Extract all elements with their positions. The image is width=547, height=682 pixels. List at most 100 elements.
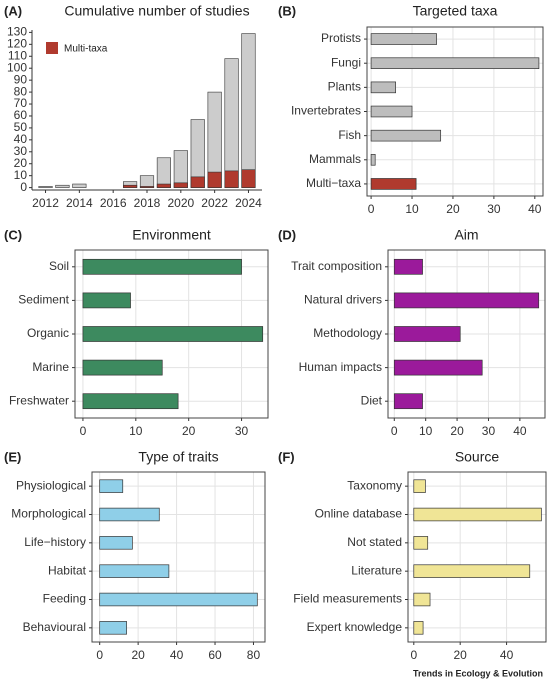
bar (139, 186, 155, 188)
y-tick-label: Marine (32, 360, 69, 374)
y-tick-label: 110 (8, 48, 27, 62)
bar (173, 150, 188, 188)
bar (370, 33, 437, 45)
bar (413, 564, 531, 578)
legend-swatch (46, 42, 58, 54)
bar (99, 564, 170, 578)
bar (224, 170, 239, 188)
y-tick-label: Human impacts (299, 360, 382, 374)
x-tick-label: 2024 (235, 196, 262, 210)
y-tick-label: Methodology (313, 326, 382, 340)
bar (38, 186, 53, 188)
y-tick-label: Field measurements (293, 592, 402, 606)
chart-title: Source (455, 449, 500, 465)
y-tick-label: Fish (338, 128, 361, 142)
bar (82, 393, 179, 410)
y-tick-label: 50 (14, 120, 28, 134)
bar (370, 178, 417, 190)
x-tick-label: 40 (528, 202, 542, 216)
x-tick-label: 30 (487, 202, 501, 216)
y-tick-label: Natural drivers (304, 293, 382, 307)
y-tick-label: 60 (14, 108, 28, 122)
y-tick-label: 0 (20, 180, 27, 194)
y-tick-label: Not stated (347, 535, 402, 549)
footer: Trends in Ecology & Evolution (413, 668, 543, 678)
y-tick-label: Expert knowledge (307, 620, 403, 634)
x-tick-label: 20 (450, 424, 464, 438)
bar (99, 507, 160, 522)
bar (413, 536, 429, 550)
y-tick-label: Trait composition (291, 259, 382, 273)
bar (393, 359, 483, 376)
bar (99, 621, 127, 635)
x-tick-label: 2012 (32, 196, 59, 210)
y-tick-label: Morphological (11, 507, 86, 521)
bar (123, 184, 138, 188)
bar (156, 157, 171, 188)
chart-title: Targeted taxa (413, 3, 498, 19)
panel-letter: (C) (4, 227, 22, 242)
y-tick-label: 70 (14, 96, 28, 110)
x-tick-label: 20 (446, 202, 460, 216)
y-tick-label: Organic (27, 326, 69, 340)
bar (393, 326, 461, 342)
bar (241, 169, 256, 188)
bar (413, 621, 424, 635)
plot-border (387, 249, 546, 419)
y-tick-label: Multi−taxa (306, 176, 361, 190)
bar (156, 183, 171, 188)
y-tick-label: Fungi (331, 55, 361, 69)
bar (72, 183, 87, 188)
x-tick-label: 2020 (167, 196, 194, 210)
y-tick-label: 120 (7, 37, 27, 51)
x-tick-label: 30 (235, 424, 249, 438)
bar (393, 258, 423, 275)
x-tick-label: 80 (247, 648, 261, 662)
x-tick-label: 10 (405, 202, 419, 216)
plot-border (74, 249, 269, 419)
y-tick-label: 90 (14, 72, 28, 86)
y-tick-label: Behavioural (23, 620, 86, 634)
chart-title: Cumulative number of studies (64, 3, 249, 19)
x-tick-label: 0 (96, 648, 103, 662)
plot-border (366, 26, 544, 197)
bar (99, 592, 258, 607)
x-tick-label: 0 (368, 202, 375, 216)
x-tick-label: 0 (80, 424, 87, 438)
panel-letter: (F) (278, 449, 295, 464)
y-tick-label: Invertebrates (291, 104, 361, 118)
x-tick-label: 20 (131, 648, 145, 662)
y-tick-label: Sediment (18, 293, 69, 307)
bar (173, 182, 188, 188)
y-tick-label: Taxonomy (347, 478, 402, 492)
y-tick-label: 40 (14, 132, 28, 146)
x-tick-label: 60 (208, 648, 222, 662)
bar (413, 479, 426, 493)
chart-title: Type of traits (138, 449, 218, 465)
x-tick-label: 0 (410, 648, 417, 662)
bar (393, 393, 423, 410)
bar (241, 33, 256, 188)
bar (82, 292, 131, 309)
x-tick-label: 20 (454, 648, 468, 662)
panel-letter: (A) (4, 3, 22, 18)
chart-title: Environment (132, 227, 211, 243)
y-tick-label: Plants (328, 80, 361, 94)
bar (224, 58, 239, 188)
panel-letter: (D) (278, 227, 296, 242)
y-tick-label: Literature (351, 563, 402, 577)
bar (370, 129, 442, 142)
plot-panel (408, 472, 546, 642)
plot-border (407, 471, 547, 643)
bar (413, 507, 542, 522)
bar (393, 292, 540, 309)
y-tick-label: Diet (361, 393, 383, 407)
bar (190, 176, 205, 188)
panel-letter: (B) (278, 3, 296, 18)
y-tick-label: Online database (315, 507, 403, 521)
bar (82, 359, 163, 376)
x-tick-label: 20 (182, 424, 196, 438)
y-tick-label: 10 (14, 168, 28, 182)
x-tick-label: 30 (482, 424, 496, 438)
bar (99, 536, 133, 550)
